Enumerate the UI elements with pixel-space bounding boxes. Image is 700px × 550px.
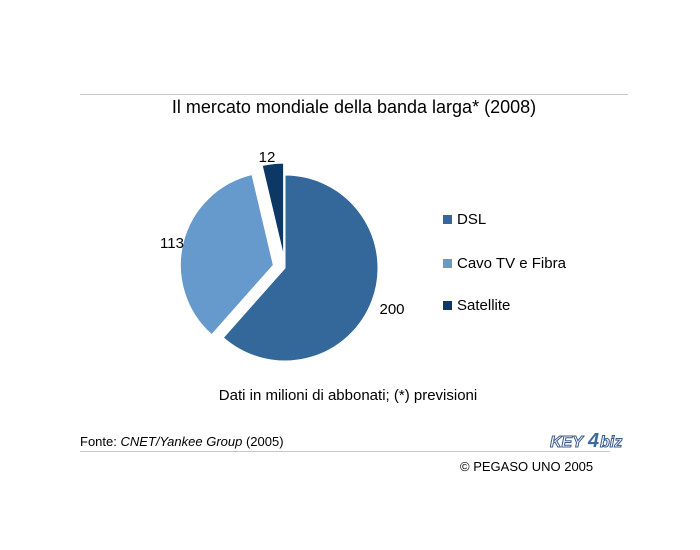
chart-title: Il mercato mondiale della banda larga* (… [171,97,537,117]
chart-note: Dati in milioni di abbonati; (*) previsi… [218,387,478,404]
legend-label-satellite: Satellite [457,297,511,314]
bottom-divider [80,451,610,452]
legend-label-cavo: Cavo TV e Fibra [457,255,566,272]
source-name: CNET/Yankee Group [120,434,243,449]
legend-swatch-dsl [443,215,452,224]
legend-swatch-satellite [443,301,452,310]
logo-text-biz: biz [600,434,622,451]
legend-label-dsl: DSL [457,211,487,228]
legend-swatch-cavo [443,259,452,268]
source-line: Fonte: CNET/Yankee Group (2005) [80,434,284,449]
slice-value-label-satellite: 12 [259,149,276,166]
slice-value-label-dsl: 200 [379,301,404,318]
pie-slice-satellite [261,162,285,257]
source-prefix: Fonte: [80,434,121,449]
pie-slice-dsl [222,174,379,362]
logo-text-key: KEY [550,434,584,451]
logo-four: 4 [587,430,599,452]
slice-value-label-cavo: 113 [160,235,184,252]
source-year: (2005) [242,434,284,449]
copyright: © PEGASO UNO 2005 [460,459,594,474]
key4biz-logo: KEY 4 biz [550,430,623,452]
pie-slice-cavo [179,173,274,336]
top-divider [80,94,628,95]
